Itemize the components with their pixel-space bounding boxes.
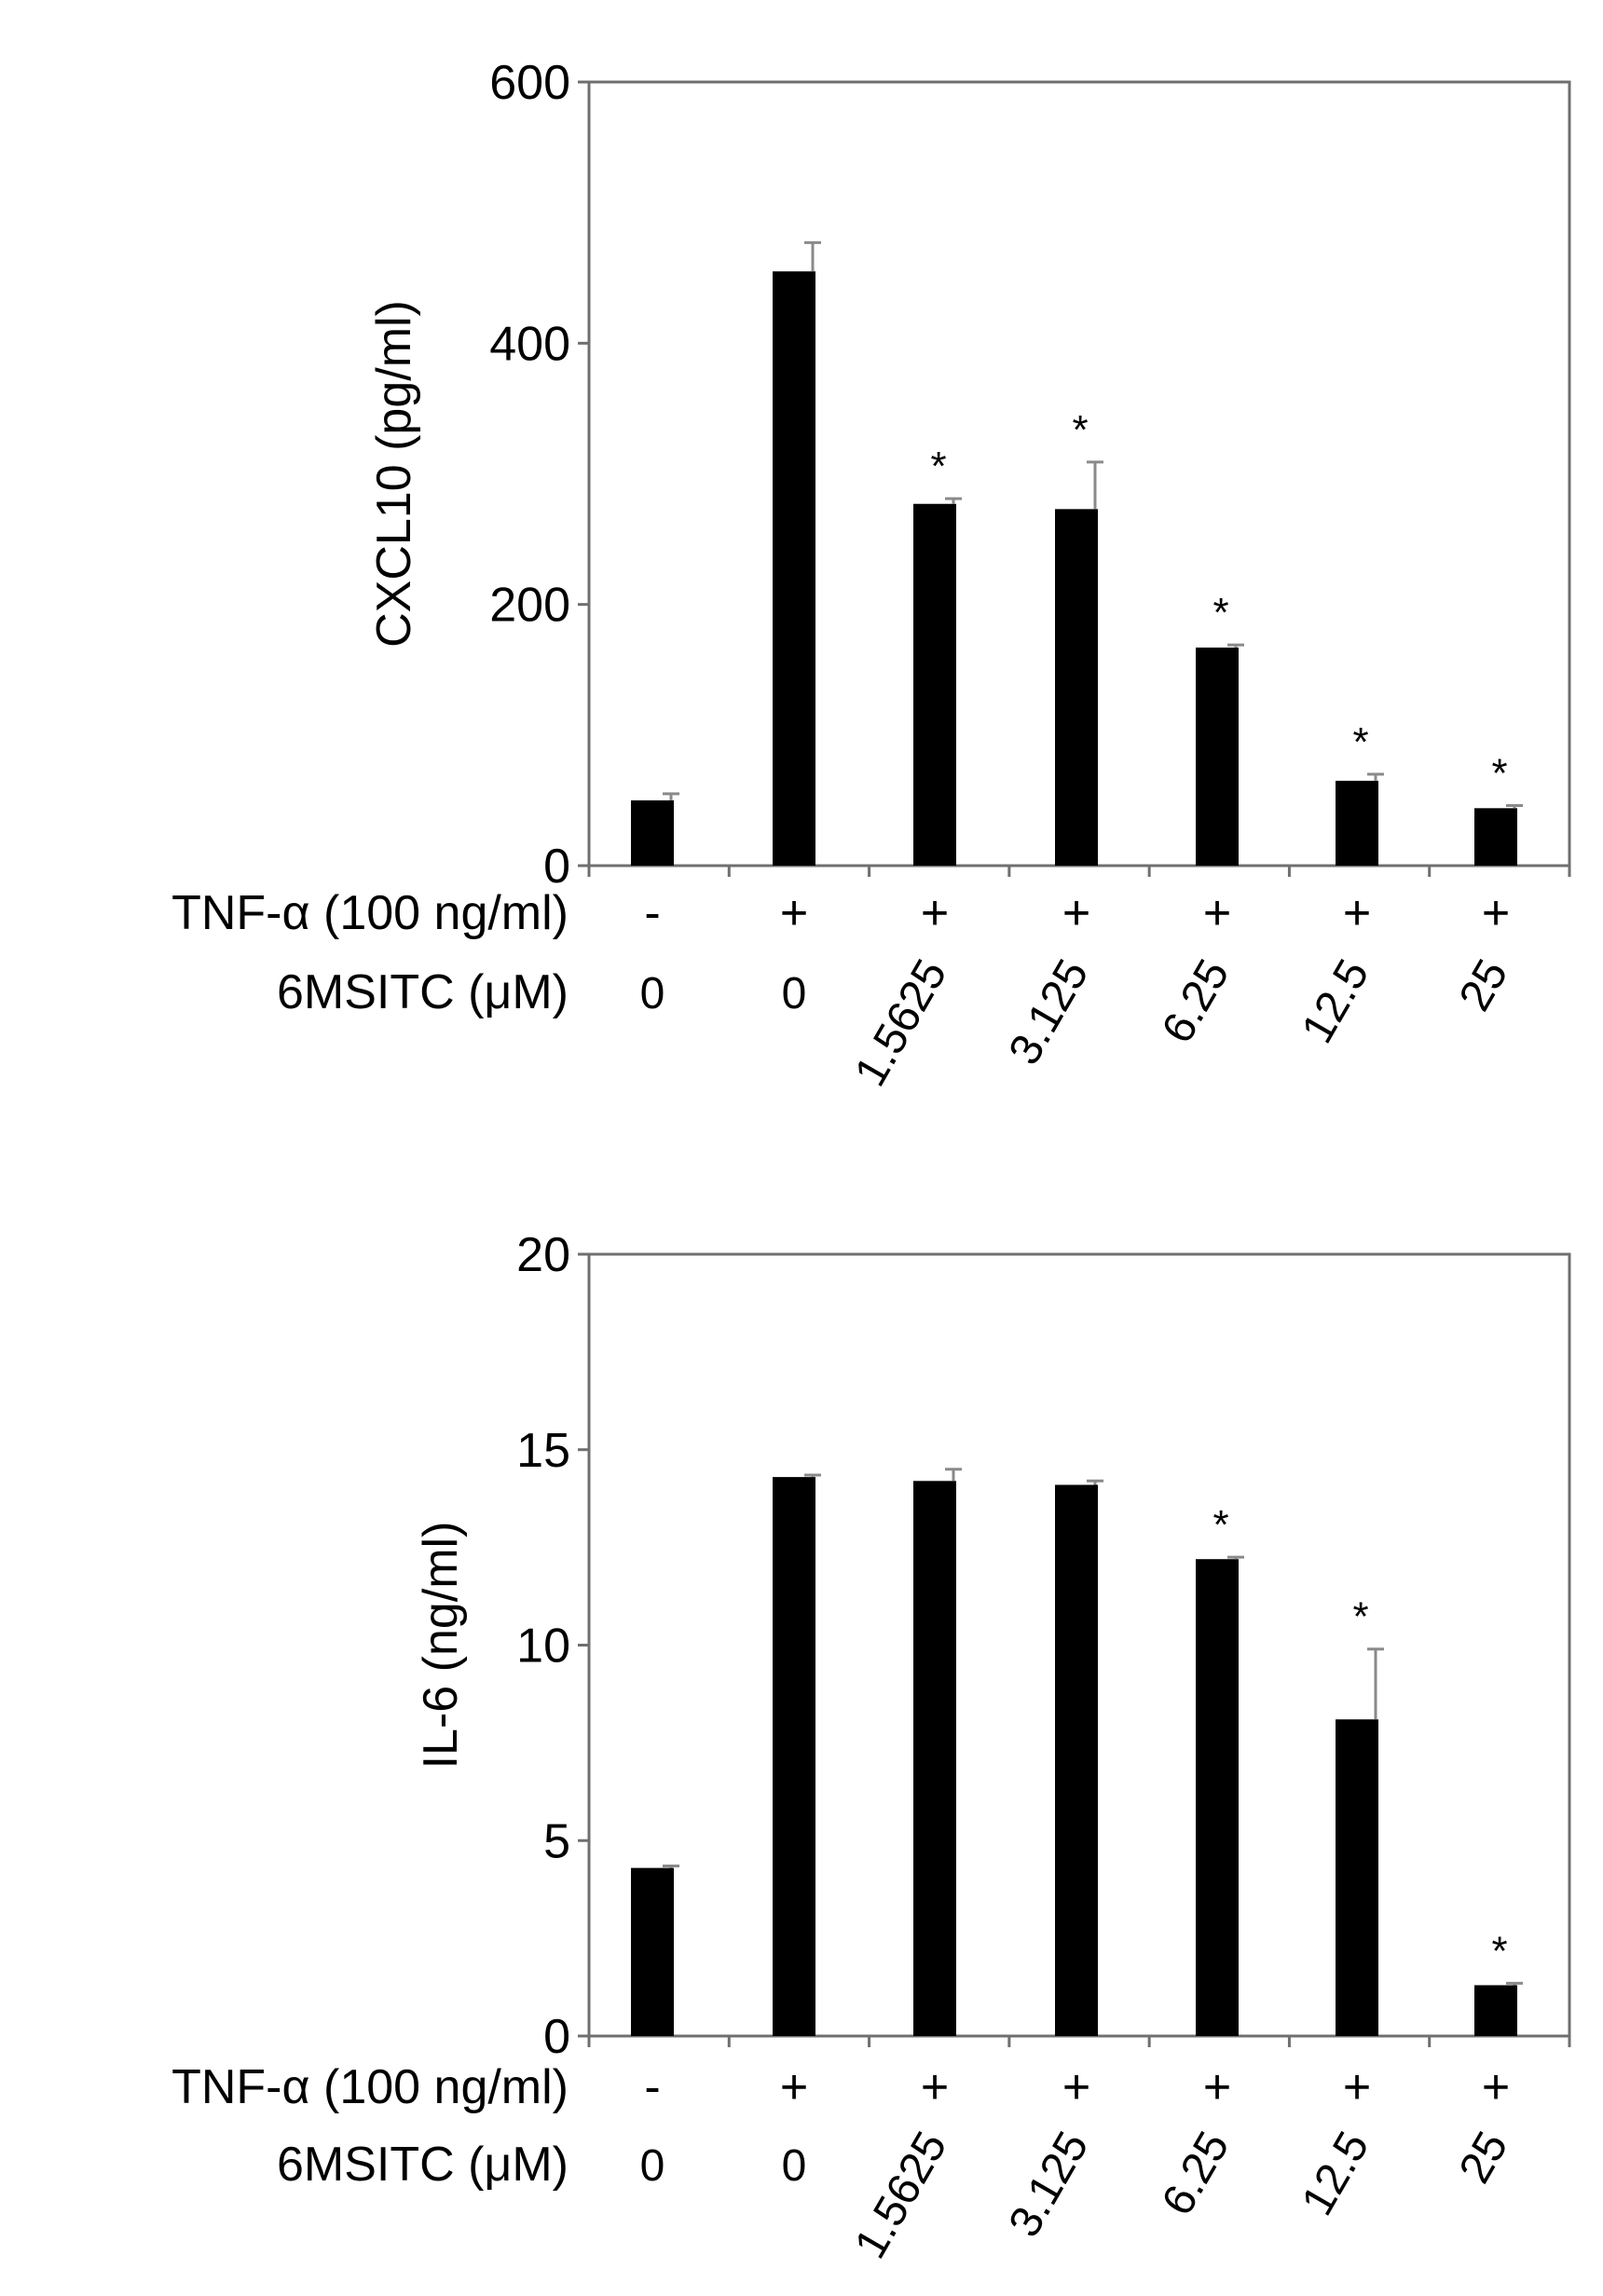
bar	[1474, 808, 1517, 866]
bar	[913, 503, 956, 866]
msitc-value: 12.5	[1293, 951, 1379, 1051]
msitc-value: 1.5625	[845, 951, 956, 1095]
bar	[913, 1481, 956, 2036]
msitc-value: 25	[1450, 951, 1518, 1019]
msitc-value: 0	[640, 969, 665, 1018]
y-tick-label: 600	[489, 56, 570, 110]
tnf-value: +	[1482, 2060, 1510, 2114]
bar	[1055, 1484, 1098, 2036]
significance-star: *	[930, 444, 946, 489]
bar	[1196, 647, 1239, 866]
msitc-value: 25	[1450, 2124, 1518, 2192]
tnf-value: +	[921, 2060, 949, 2114]
tnf-value: +	[921, 886, 949, 940]
bar	[1196, 1559, 1239, 2036]
significance-star: *	[1072, 407, 1088, 453]
significance-star: *	[1213, 1502, 1228, 1548]
y-tick-label: 400	[489, 317, 570, 371]
bar	[1055, 509, 1098, 866]
y-tick-label: 20	[516, 1228, 570, 1282]
bar	[631, 800, 674, 866]
cxcl10-chart: 0 200 400 600 CXCL10 (pg/ml) * * * * * TNF-α (100 …	[171, 56, 1571, 1095]
msitc-value: 3.125	[1000, 951, 1099, 1073]
msitc-row-label: 6MSITC (μM)	[277, 2138, 569, 2192]
tnf-value: +	[1482, 886, 1510, 940]
msitc-value: 0	[782, 2141, 807, 2191]
bar	[631, 1867, 674, 2036]
msitc-value: 3.125	[1000, 2124, 1099, 2246]
tnf-row-label: TNF-α (100 ng/ml)	[171, 886, 569, 940]
tnf-row-label: TNF-α (100 ng/ml)	[171, 2060, 569, 2114]
significance-star: *	[1491, 1928, 1507, 1974]
bar	[1474, 1985, 1517, 2036]
bar	[1336, 780, 1378, 866]
y-tick-label: 0	[543, 840, 570, 894]
tnf-value: +	[1062, 886, 1090, 940]
il6-chart: 0 5 10 15 20 IL-6 (ng/ml) * * * TNF-α (100 ng/ml)…	[171, 1228, 1571, 2267]
msitc-value: 0	[640, 2141, 665, 2191]
tnf-value: +	[780, 886, 808, 940]
tnf-value: +	[1062, 2060, 1090, 2114]
msitc-value: 6.25	[1153, 951, 1240, 1051]
significance-star: *	[1352, 719, 1368, 765]
significance-star: *	[1213, 590, 1228, 636]
tnf-value: +	[1203, 886, 1231, 940]
y-axis-title: CXCL10 (pg/ml)	[367, 300, 421, 648]
y-tick-label: 200	[489, 579, 570, 633]
bar	[773, 271, 815, 866]
msitc-value: 12.5	[1293, 2124, 1379, 2223]
y-tick-label: 15	[516, 1424, 570, 1478]
tnf-value: -	[644, 886, 660, 940]
msitc-row-label: 6MSITC (μM)	[277, 965, 569, 1019]
y-tick-label: 5	[543, 1814, 570, 1868]
significance-star: *	[1352, 1594, 1368, 1640]
y-axis-title: IL-6 (ng/ml)	[414, 1522, 468, 1770]
bar	[1336, 1719, 1378, 2036]
y-tick-label: 0	[543, 2010, 570, 2064]
msitc-value: 1.5625	[845, 2124, 956, 2267]
msitc-value: 0	[782, 969, 807, 1018]
tnf-value: -	[644, 2060, 660, 2114]
y-tick-label: 10	[516, 1620, 570, 1674]
tnf-value: +	[1343, 2060, 1371, 2114]
tnf-value: +	[780, 2060, 808, 2114]
tnf-value: +	[1203, 2060, 1231, 2114]
msitc-value: 6.25	[1153, 2124, 1240, 2223]
tnf-value: +	[1343, 886, 1371, 940]
bar	[773, 1477, 815, 2036]
significance-star: *	[1491, 751, 1507, 797]
